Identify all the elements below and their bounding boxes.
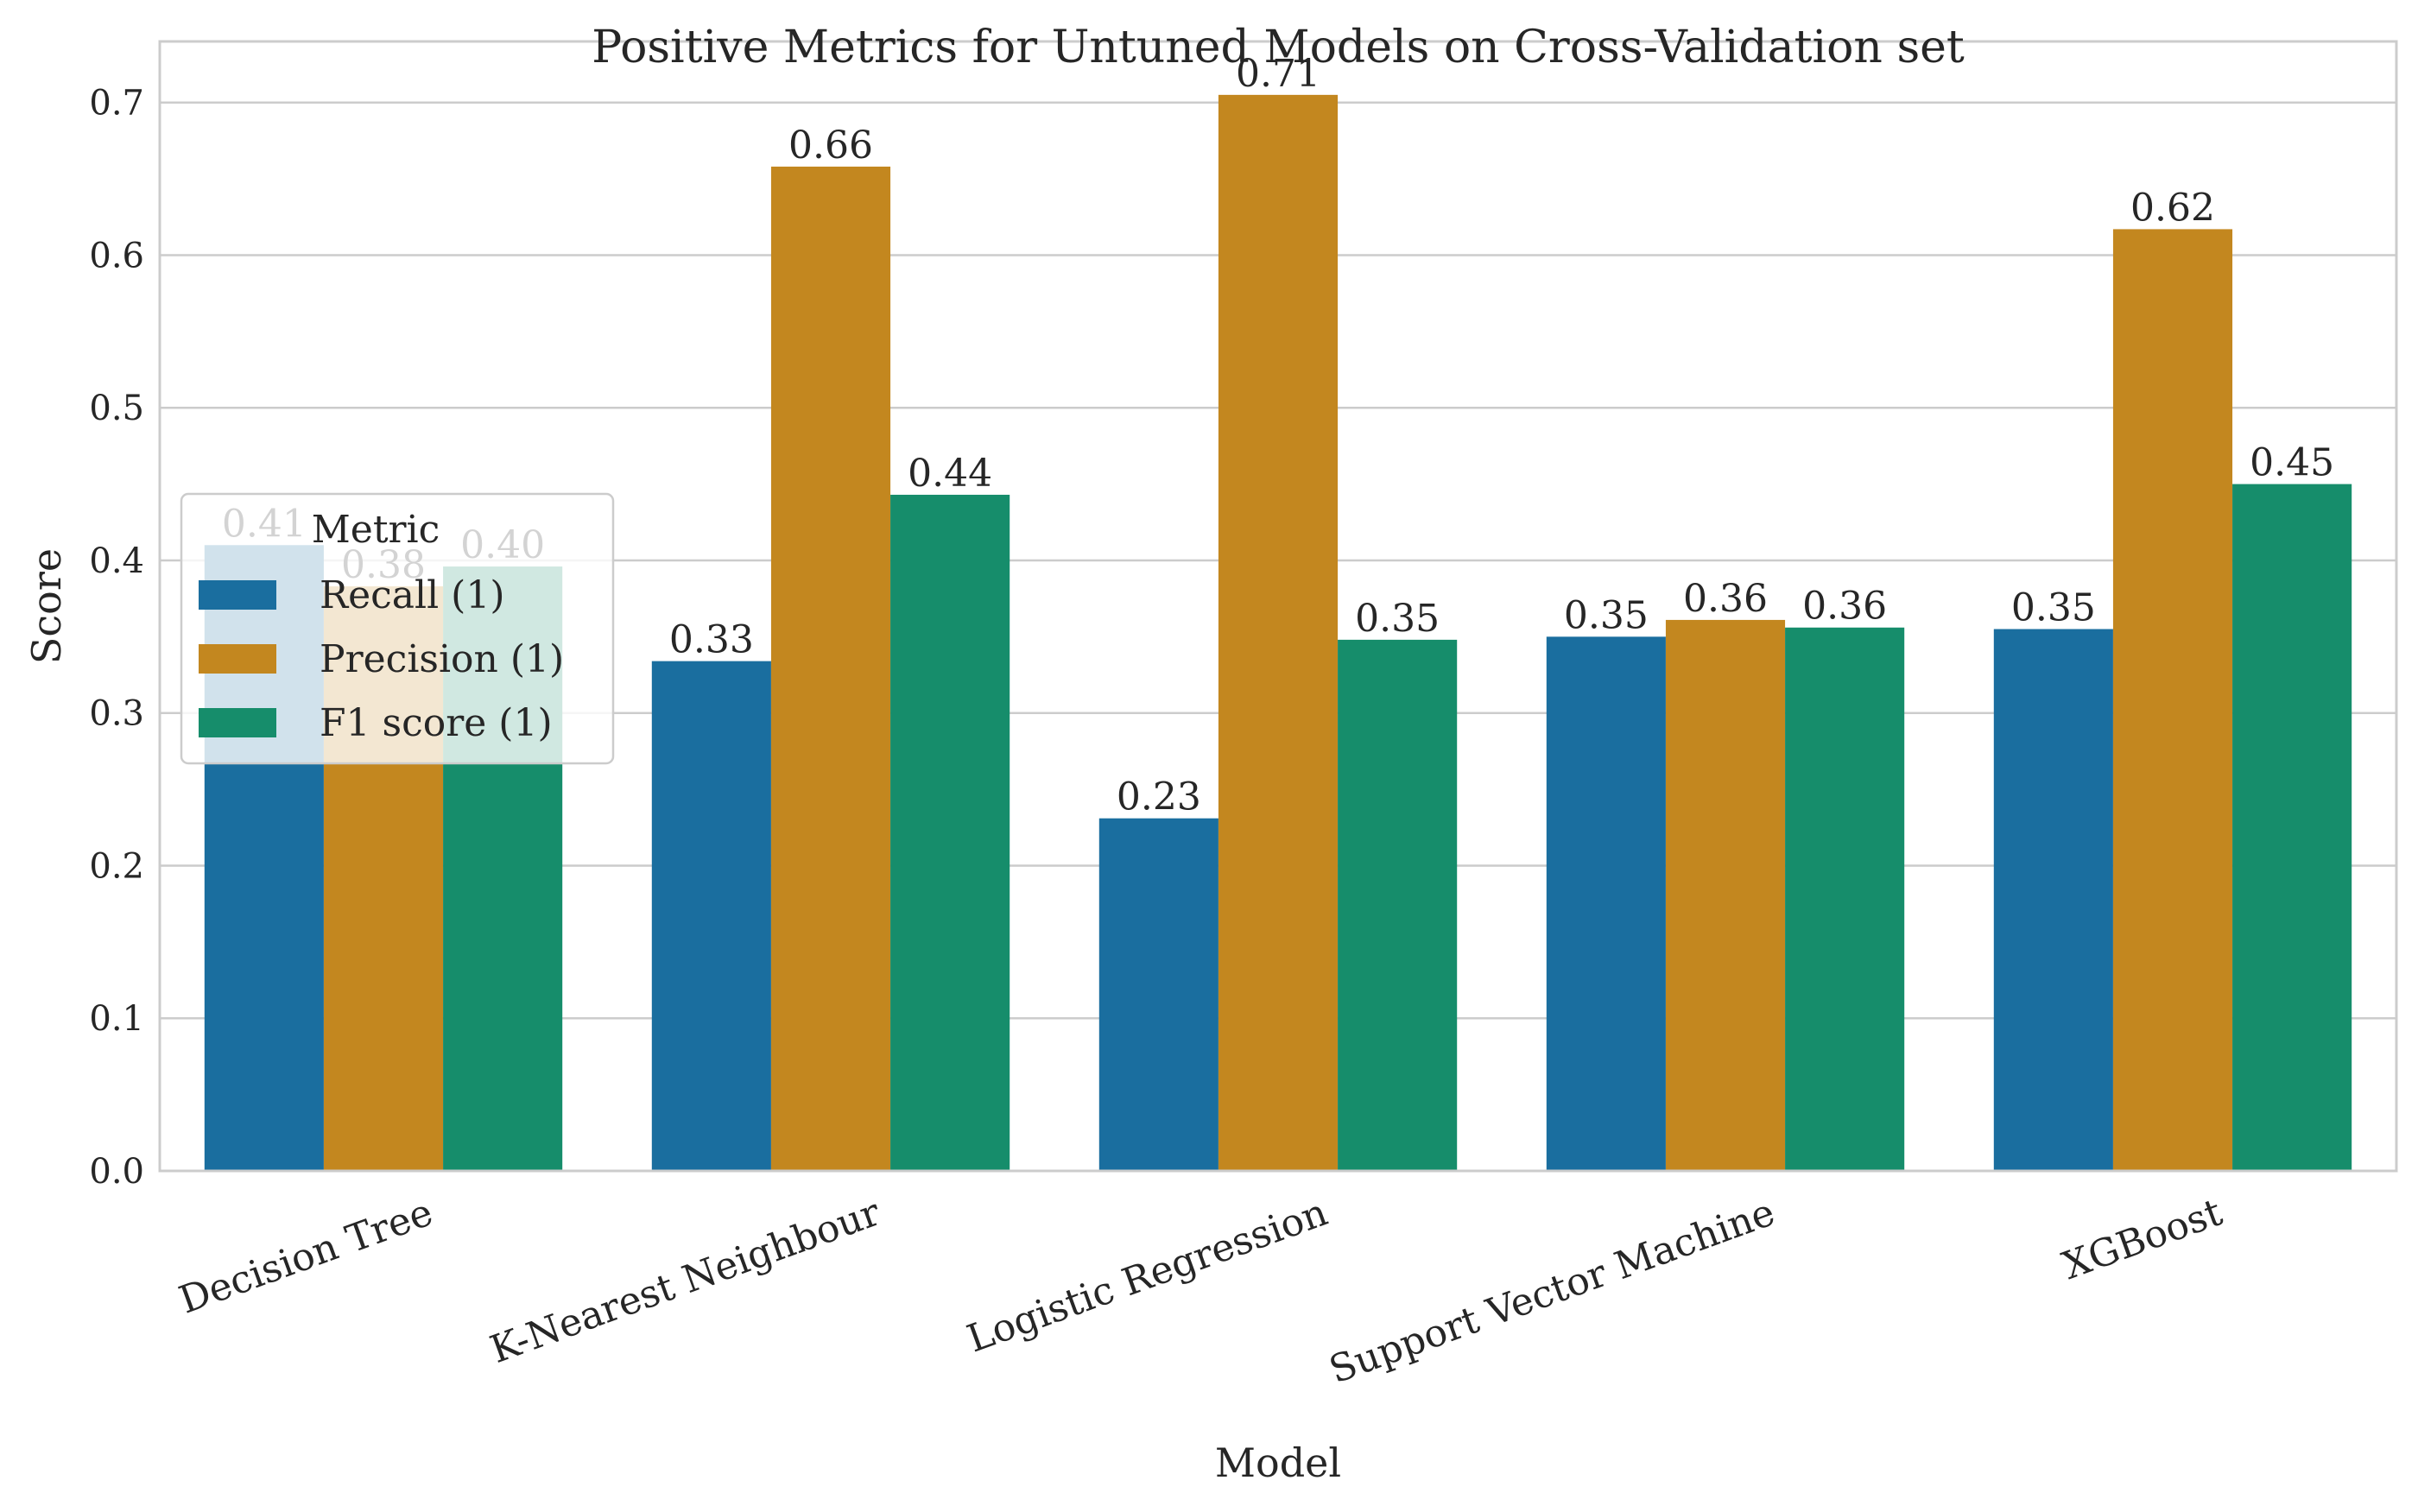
bar <box>1665 619 1786 1171</box>
bar-value-label: 0.66 <box>788 123 873 168</box>
bar <box>1546 636 1666 1171</box>
y-tick-label: 0.2 <box>89 846 144 886</box>
bar <box>2112 229 2233 1172</box>
y-ticks: 0.0 0.1 0.2 0.3 0.4 0.5 0.6 0.7 <box>89 84 144 1192</box>
x-tick-label: K-Nearest Neighbour <box>484 1190 886 1372</box>
x-tick-label: Logistic Regression <box>961 1190 1332 1361</box>
x-tick-label: Support Vector Machine <box>1324 1190 1781 1392</box>
legend-label: F1 score (1) <box>320 701 553 745</box>
bar <box>1338 639 1458 1171</box>
legend-swatch <box>199 708 276 737</box>
x-tick-label: XGBoost <box>2057 1190 2228 1288</box>
y-tick-label: 0.4 <box>89 541 144 581</box>
bar <box>890 494 1010 1171</box>
bar <box>1785 627 1905 1171</box>
bar-value-label: 0.35 <box>1564 593 1649 637</box>
bar-value-label: 0.35 <box>1355 597 1440 641</box>
legend-label: Recall (1) <box>320 573 505 617</box>
legend: Metric Recall (1) Precision (1) F1 score (… <box>180 492 615 765</box>
y-tick-label: 0.6 <box>89 236 144 275</box>
plot-frame <box>158 40 2398 1173</box>
bar-value-label: 0.44 <box>908 452 992 496</box>
bar <box>770 166 891 1171</box>
bar <box>2232 484 2352 1171</box>
legend-swatch <box>199 580 276 610</box>
y-axis-label: Score <box>23 548 70 664</box>
bar <box>1098 818 1218 1171</box>
x-ticks: Decision Tree K-Nearest Neighbour Logistic… <box>174 1190 2228 1392</box>
x-axis-label: Model <box>1215 1439 1341 1486</box>
y-tick-label: 0.5 <box>89 389 144 428</box>
x-tick-label: Decision Tree <box>174 1190 439 1322</box>
bar-value-label: 0.23 <box>1117 775 1201 819</box>
y-tick-label: 0.0 <box>89 1152 144 1192</box>
bar <box>651 661 771 1171</box>
bar <box>1993 629 2113 1171</box>
bar-value-label: 0.45 <box>2250 441 2334 485</box>
legend-swatch <box>199 644 276 674</box>
bar <box>1218 94 1339 1171</box>
bar-value-label: 0.35 <box>2011 586 2096 630</box>
bar-value-label: 0.36 <box>1683 577 1768 621</box>
bar-value-label: 0.33 <box>669 618 754 662</box>
chart-title: Positive Metrics for Untuned Models on C… <box>592 22 1965 73</box>
bar-value-label: 0.71 <box>1236 52 1320 96</box>
legend-box <box>180 492 615 765</box>
bar-value-label: 0.62 <box>2130 186 2215 230</box>
y-tick-label: 0.7 <box>89 84 144 123</box>
y-tick-label: 0.3 <box>89 694 144 734</box>
legend-title: Metric <box>312 508 440 552</box>
y-tick-label: 0.1 <box>89 999 144 1039</box>
bar-value-label: 0.36 <box>1802 585 1887 629</box>
legend-label: Precision (1) <box>320 637 564 681</box>
